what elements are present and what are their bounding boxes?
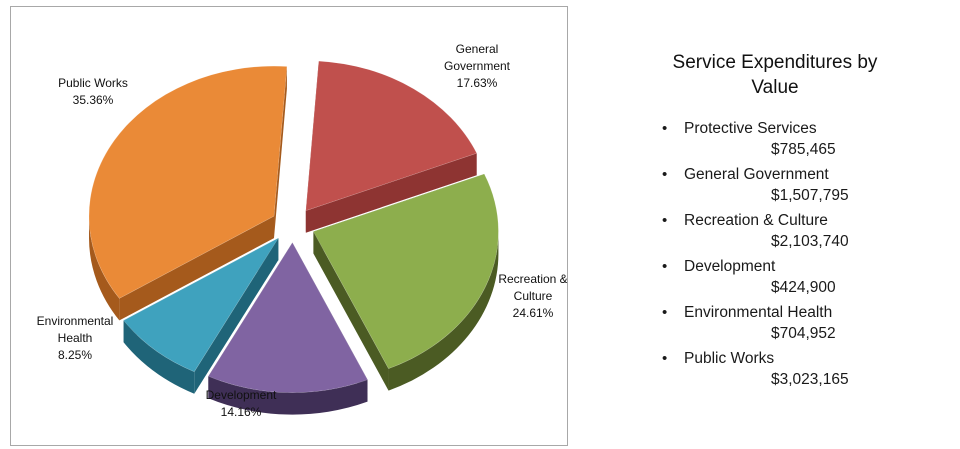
pie-slice-top (88, 65, 288, 299)
pie-chart-frame: General Government 17.63% Recreation & Cultu… (10, 6, 568, 446)
bullet-icon: • (662, 120, 668, 137)
pie-slice-top (305, 60, 478, 212)
pie-labels: General Government 17.63% Recreation & Cultu… (37, 42, 567, 419)
slice-data-label: General Government 17.63% (444, 42, 511, 90)
slice-data-label: Environmental Health 8.25% (37, 314, 114, 362)
bullet-icon: • (662, 350, 668, 367)
slice-data-label: Recreation & Culture 24.61% (498, 272, 567, 320)
expenditure-value: $1,507,795 (771, 187, 849, 204)
pie-slice-rim (208, 376, 368, 415)
list-item: • Public Works $3,023,165 (600, 348, 940, 390)
pie-slice-rim (89, 216, 120, 321)
panel-title-line-1: Service Expenditures by (672, 52, 878, 73)
pie-slice (305, 60, 478, 233)
slice-percent-label: 14.16% (221, 405, 262, 419)
list-item: • General Government $1,507,795 (600, 164, 940, 206)
list-item: • Development $424,900 (600, 256, 940, 298)
slice-data-label: Development 14.16% (206, 388, 277, 419)
expenditure-name: Recreation & Culture (684, 212, 828, 229)
pie-slice-top (207, 242, 368, 393)
slice-name-label: Development (206, 388, 277, 402)
list-item: • Protective Services $785,465 (600, 118, 940, 160)
expenditure-name: Protective Services (684, 120, 817, 137)
list-item: • Recreation & Culture $2,103,740 (600, 210, 940, 252)
pie-slice-wall (194, 238, 279, 394)
expenditure-value: $3,023,165 (771, 371, 849, 388)
expenditure-value: $704,952 (771, 325, 836, 342)
bullet-icon: • (662, 166, 668, 183)
slice-name-label: Government (444, 59, 511, 73)
pie-slice (312, 173, 499, 391)
pie-slice (123, 237, 280, 394)
slice-percent-label: 17.63% (457, 76, 498, 90)
pie-slice-top (123, 237, 280, 373)
panel-title-line-2: Value (751, 77, 799, 98)
expenditure-name: Environmental Health (684, 304, 833, 321)
list-item: • Environmental Health $704,952 (600, 302, 940, 344)
slice-name-label: Culture (514, 289, 553, 303)
pie-chart: General Government 17.63% Recreation & Cultu… (37, 42, 567, 419)
pie-slices (88, 60, 499, 415)
slice-name-label: Recreation & (498, 272, 567, 286)
bullet-icon: • (662, 304, 668, 321)
pie-slice (88, 65, 288, 321)
slice-percent-label: 8.25% (58, 348, 92, 362)
pie-slice-wall (274, 66, 287, 239)
expenditure-value: $2,103,740 (771, 233, 849, 250)
pie-slice-wall (313, 231, 389, 391)
slice-percent-label: 35.36% (73, 93, 114, 107)
slice-name-label: Environmental (37, 314, 114, 328)
expenditure-value: $424,900 (771, 279, 836, 296)
expenditure-panel: Service Expenditures by Value • Protectiv… (600, 50, 940, 394)
expenditure-list: • Protective Services $785,465 • General Go… (600, 118, 940, 390)
slice-name-label: Public Works (58, 76, 128, 90)
expenditure-name: Public Works (684, 350, 775, 367)
pie-slice-wall (119, 216, 275, 321)
slice-name-label: General (456, 42, 499, 56)
pie-slice-wall (305, 153, 477, 233)
slice-percent-label: 24.61% (513, 306, 554, 320)
panel-title: Service Expenditures by Value (600, 50, 940, 100)
slice-name-label: Health (58, 331, 93, 345)
bullet-icon: • (662, 258, 668, 275)
pie-slice-rim (388, 231, 499, 391)
pie-slice (207, 242, 368, 415)
expenditure-name: Development (684, 258, 776, 275)
pie-slice-top (312, 173, 499, 369)
pie-slice-rim (123, 320, 195, 394)
bullet-icon: • (662, 212, 668, 229)
expenditure-value: $785,465 (771, 141, 836, 158)
expenditure-name: General Government (684, 166, 829, 183)
slice-data-label: Public Works 35.36% (58, 76, 128, 107)
